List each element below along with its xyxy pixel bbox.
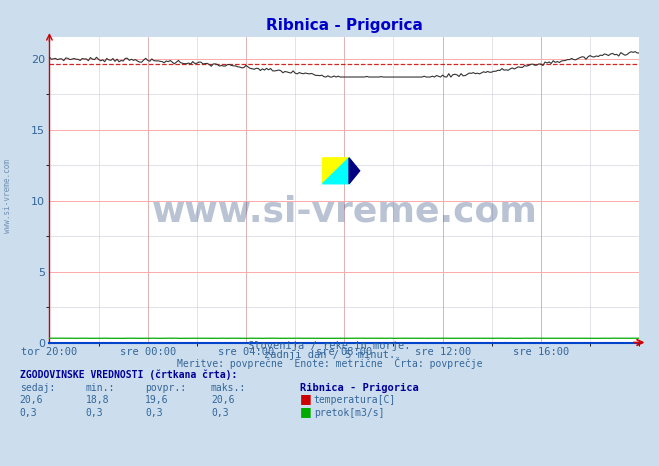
Text: 20,6: 20,6 (20, 395, 43, 405)
Text: min.:: min.: (86, 383, 115, 392)
Text: 0,3: 0,3 (20, 408, 38, 418)
Text: 0,3: 0,3 (86, 408, 103, 418)
Text: ZGODOVINSKE VREDNOSTI (črtkana črta):: ZGODOVINSKE VREDNOSTI (črtkana črta): (20, 370, 237, 380)
Text: www.si-vreme.com: www.si-vreme.com (3, 159, 12, 233)
Text: maks.:: maks.: (211, 383, 246, 392)
Text: temperatura[C]: temperatura[C] (314, 395, 396, 405)
Text: pretok[m3/s]: pretok[m3/s] (314, 408, 384, 418)
Text: ■: ■ (300, 392, 312, 405)
Polygon shape (349, 158, 360, 184)
Title: Ribnica - Prigorica: Ribnica - Prigorica (266, 18, 423, 34)
Text: Meritve: povprečne  Enote: metrične  Črta: povprečje: Meritve: povprečne Enote: metrične Črta:… (177, 357, 482, 369)
Text: 0,3: 0,3 (211, 408, 229, 418)
Text: 19,6: 19,6 (145, 395, 169, 405)
Text: 0,3: 0,3 (145, 408, 163, 418)
Text: sedaj:: sedaj: (20, 383, 55, 392)
Text: Ribnica - Prigorica: Ribnica - Prigorica (300, 383, 418, 392)
Text: povpr.:: povpr.: (145, 383, 186, 392)
Polygon shape (322, 158, 349, 184)
Text: Slovenija / reke in morje.: Slovenija / reke in morje. (248, 341, 411, 350)
Polygon shape (322, 158, 349, 184)
Text: 18,8: 18,8 (86, 395, 109, 405)
Text: 20,6: 20,6 (211, 395, 235, 405)
Text: ■: ■ (300, 405, 312, 418)
Text: www.si-vreme.com: www.si-vreme.com (152, 194, 537, 228)
Text: zadnji dan / 5 minut.: zadnji dan / 5 minut. (264, 350, 395, 360)
